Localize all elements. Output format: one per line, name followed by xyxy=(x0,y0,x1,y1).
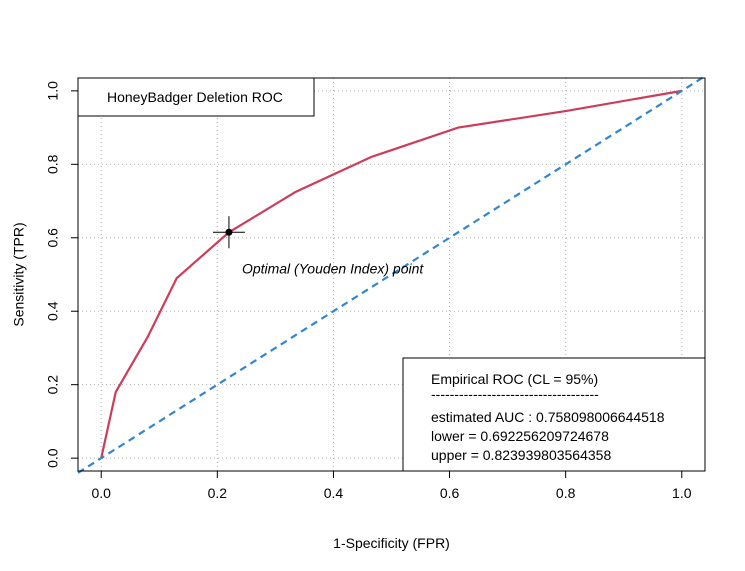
axes: 0.0 0.2 0.4 0.6 0.8 1.0 0.0 0.2 0.4 0.6 0.8 1.0 xyxy=(45,81,692,501)
y-tick-label-3: 0.6 xyxy=(45,228,61,248)
optimal-point-marker xyxy=(225,228,233,236)
legend-line-upper: upper = 0.823939803564358 xyxy=(431,447,611,463)
x-axis-label: 1-Specificity (FPR) xyxy=(333,535,450,551)
x-tick-label-5: 1.0 xyxy=(672,485,692,501)
y-tick-label-5: 1.0 xyxy=(45,81,61,101)
y-tick-label-0: 0.0 xyxy=(45,448,61,468)
x-tick-label-3: 0.6 xyxy=(440,485,460,501)
legend-top-left-text: HoneyBadger Deletion ROC xyxy=(107,89,283,105)
legend-line-lower: lower = 0.692256209724678 xyxy=(431,428,609,444)
legend-line-title: Empirical ROC (CL = 95%) xyxy=(431,371,598,387)
chance-diagonal-line xyxy=(77,75,706,474)
legend-bottom-right: Empirical ROC (CL = 95%) ---------------… xyxy=(402,357,706,472)
legend-line-auc: estimated AUC : 0.758098006644518 xyxy=(431,409,665,425)
y-tick-label-4: 0.8 xyxy=(45,154,61,174)
y-axis-label: Sensitivity (TPR) xyxy=(11,222,27,326)
optimal-point-layer xyxy=(212,216,245,249)
legend-line-separator: ------------------------------------ xyxy=(431,386,599,402)
x-tick-label-0: 0.0 xyxy=(91,485,111,501)
y-tick-label-2: 0.4 xyxy=(45,301,61,321)
optimal-point-label: Optimal (Youden Index) point xyxy=(242,260,424,276)
legend-top-left: HoneyBadger Deletion ROC xyxy=(77,77,315,117)
x-tick-label-4: 0.8 xyxy=(556,485,576,501)
x-tick-label-1: 0.2 xyxy=(208,485,228,501)
y-tick-label-1: 0.2 xyxy=(45,375,61,395)
x-tick-label-2: 0.4 xyxy=(324,485,344,501)
series-layer xyxy=(77,75,706,474)
roc-curve xyxy=(100,89,682,459)
